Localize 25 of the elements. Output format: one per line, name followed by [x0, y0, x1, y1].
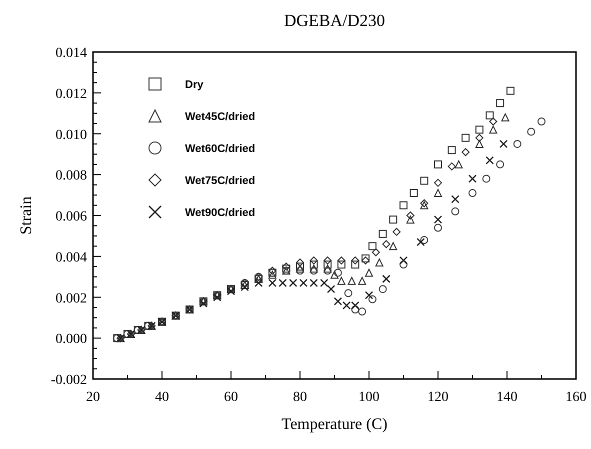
y-tick-label: 0.004 — [56, 250, 87, 266]
legend-label: Wet60C/dried — [185, 143, 256, 155]
x-tick-label: 20 — [86, 390, 100, 405]
legend-label: Wet90C/dried — [185, 207, 256, 219]
x-tick-label: 80 — [293, 390, 307, 405]
y-tick-label: 0.012 — [56, 86, 87, 102]
legend-label: Wet75C/dried — [185, 175, 256, 187]
x-tick-label: 100 — [358, 390, 380, 405]
y-axis-title: Strain — [18, 196, 35, 235]
x-tick-label: 120 — [428, 390, 448, 405]
x-tick-label: 60 — [224, 390, 238, 405]
y-tick-label: 0.000 — [56, 332, 87, 348]
legend-label: Dry — [185, 79, 204, 91]
y-tick-label: 0.002 — [56, 291, 87, 306]
y-tick-label: 0.008 — [56, 168, 87, 184]
y-tick-label: -0.002 — [50, 373, 87, 388]
x-tick-label: 160 — [566, 390, 586, 405]
chart-title: DGEBA/D230 — [284, 11, 386, 30]
y-tick-label: 0.014 — [56, 46, 87, 61]
x-tick-label: 40 — [155, 390, 169, 405]
y-tick-label: 0.010 — [56, 128, 87, 143]
y-tick-label: 0.006 — [56, 210, 87, 224]
legend-label: Wet45C/dried — [185, 111, 256, 123]
x-tick-label: 140 — [496, 390, 518, 405]
x-axis-title: Temperature (C) — [282, 416, 388, 433]
